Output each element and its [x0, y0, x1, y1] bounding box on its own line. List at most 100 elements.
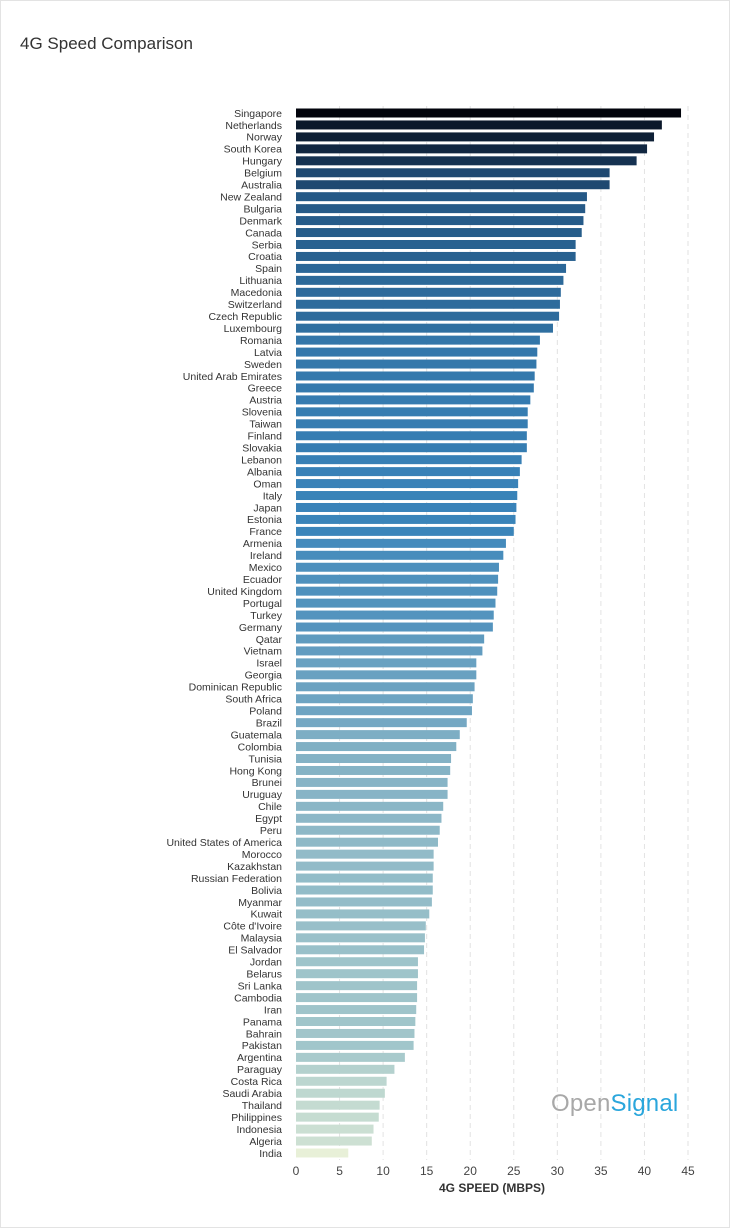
bar	[296, 1100, 380, 1110]
category-label: Sri Lanka	[238, 980, 283, 992]
category-label: Ecuador	[243, 574, 283, 586]
category-label: Argentina	[237, 1052, 282, 1064]
bar	[296, 610, 494, 620]
x-axis-label: 4G SPEED (MBPS)	[439, 1181, 545, 1195]
bar	[296, 646, 483, 656]
bar	[296, 371, 535, 381]
x-tick-label: 25	[507, 1164, 521, 1178]
category-label: Australia	[241, 180, 282, 192]
x-tick-label: 10	[376, 1164, 390, 1178]
category-label: Lithuania	[239, 275, 282, 287]
bar	[296, 706, 472, 716]
category-label: Georgia	[245, 670, 283, 682]
bar	[296, 156, 637, 166]
category-label: Philippines	[231, 1112, 282, 1124]
x-tick-labels: 0 5 10 15 20 25 30 35 40 45	[293, 1164, 695, 1178]
bar	[296, 1148, 349, 1158]
category-label: South Africa	[225, 694, 282, 706]
category-label: Peru	[260, 825, 282, 837]
category-label: Slovakia	[242, 443, 282, 455]
bar	[296, 777, 448, 787]
bar	[296, 550, 504, 560]
bar	[296, 491, 518, 501]
category-label: France	[249, 526, 282, 538]
category-label: Cambodia	[234, 992, 282, 1004]
bar	[296, 395, 531, 405]
category-label: Uruguay	[242, 789, 282, 801]
x-tick-label: 45	[681, 1164, 695, 1178]
bar	[296, 765, 451, 775]
bar	[296, 180, 610, 190]
bar	[296, 1040, 414, 1050]
category-label: Estonia	[247, 514, 282, 526]
category-label: Côte d'Ivoire	[223, 921, 282, 933]
logo-open: Open	[551, 1090, 611, 1117]
bar	[296, 682, 475, 692]
bar	[296, 347, 538, 357]
category-label: Romania	[240, 335, 282, 347]
category-label: Malaysia	[241, 933, 283, 945]
bar	[296, 299, 560, 309]
chart-title: 4G Speed Comparison	[20, 34, 193, 53]
category-label: Greece	[248, 383, 283, 395]
bar	[296, 981, 418, 991]
bar	[296, 1064, 395, 1074]
category-label: Pakistan	[242, 1040, 282, 1052]
category-label: Chile	[258, 801, 282, 813]
x-tick-label: 20	[464, 1164, 478, 1178]
bar	[296, 861, 434, 871]
category-label: Albania	[247, 466, 282, 478]
category-label: Hungary	[242, 156, 282, 168]
bar	[296, 108, 682, 118]
category-label: Mexico	[249, 562, 282, 574]
bar	[296, 407, 528, 417]
category-label: Finland	[248, 431, 283, 443]
category-label: Turkey	[250, 610, 282, 622]
bar	[296, 885, 433, 895]
bar	[296, 263, 567, 273]
bar	[296, 502, 517, 512]
bar	[296, 742, 457, 752]
category-label: Serbia	[252, 239, 283, 251]
bar	[296, 586, 498, 596]
category-label: Latvia	[254, 347, 282, 359]
category-label: El Salvador	[228, 945, 282, 957]
bar	[296, 144, 648, 154]
category-label: Vietnam	[244, 646, 283, 658]
category-label: Costa Rica	[231, 1076, 283, 1088]
bar	[296, 1088, 385, 1098]
bar	[296, 1017, 416, 1027]
opensignal-logo: OpenSignal	[551, 1090, 678, 1118]
category-label: Tunisia	[249, 753, 283, 765]
category-label: Macedonia	[231, 287, 283, 299]
bar	[296, 789, 448, 799]
bar	[296, 443, 527, 453]
bar	[296, 514, 516, 524]
category-label: United Arab Emirates	[183, 371, 282, 383]
bar	[296, 1124, 374, 1134]
bar	[296, 945, 425, 955]
bars	[296, 108, 682, 1158]
category-label: Indonesia	[236, 1124, 282, 1136]
category-label: Portugal	[243, 598, 282, 610]
bar	[296, 287, 561, 297]
bar	[296, 993, 418, 1003]
bar	[296, 1136, 372, 1146]
bar	[296, 658, 477, 668]
bar	[296, 837, 438, 847]
bar	[296, 335, 540, 345]
category-label: Taiwan	[249, 419, 282, 431]
bar	[296, 359, 537, 369]
category-label: Israel	[256, 658, 282, 670]
x-tick-label: 40	[638, 1164, 652, 1178]
bar	[296, 431, 527, 441]
bar	[296, 670, 477, 680]
x-tick-label: 30	[551, 1164, 565, 1178]
bar	[296, 228, 582, 238]
bar	[296, 873, 433, 883]
bar	[296, 1076, 387, 1086]
x-tick-label: 15	[420, 1164, 434, 1178]
category-label: Austria	[249, 395, 282, 407]
category-label: Sweden	[244, 359, 282, 371]
